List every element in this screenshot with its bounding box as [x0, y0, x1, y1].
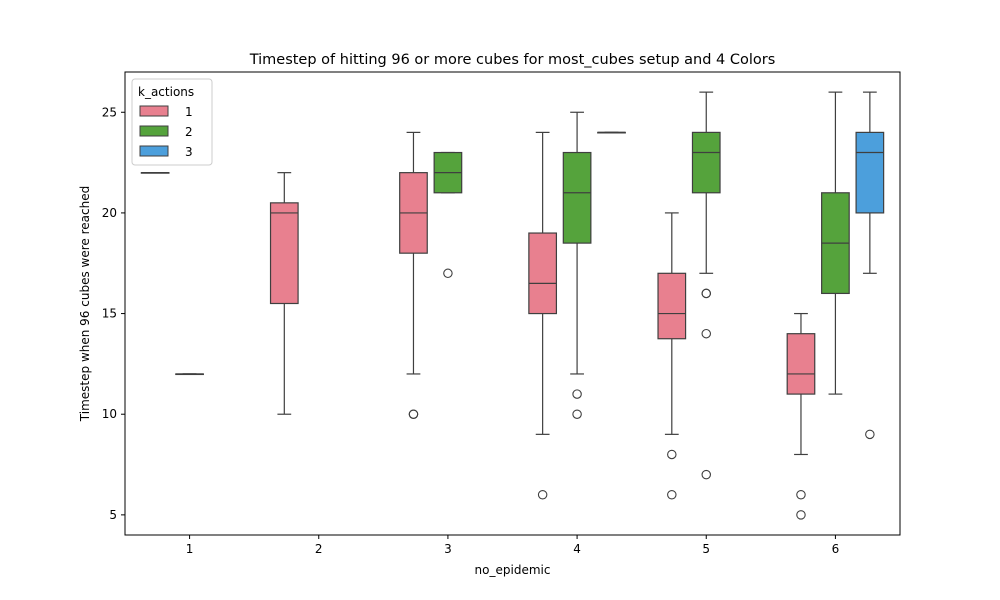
outlier-point — [701, 469, 711, 480]
box-k1-epidemic-5 — [657, 212, 687, 500]
outlier-point — [572, 389, 582, 399]
box-k1-epidemic-2 — [269, 172, 299, 415]
legend-swatch-2 — [139, 125, 169, 137]
outlier-point — [701, 288, 711, 299]
plot-frame — [124, 71, 901, 536]
box-k2-epidemic-3 — [433, 151, 463, 279]
box-body — [657, 272, 687, 340]
box-k1-epidemic-6 — [786, 312, 816, 520]
outlier-point — [865, 429, 875, 440]
x-tick-label: 3 — [444, 542, 452, 556]
box-body — [691, 131, 721, 194]
legend-entry-2: 2 — [185, 125, 193, 139]
box-k2-epidemic-4 — [562, 111, 592, 419]
legend: k_actions 1 2 3 — [131, 78, 213, 166]
box-body — [528, 232, 558, 315]
box-k1-epidemic-3 — [399, 131, 428, 419]
outlier-point — [701, 328, 711, 339]
box-k2-epidemic-6 — [821, 91, 850, 395]
box-k3-epidemic-4 — [597, 131, 626, 134]
chart-title: Timestep of hitting 96 or more cubes for… — [249, 52, 776, 68]
plot-area — [140, 91, 885, 520]
box-body — [562, 151, 592, 244]
legend-swatch-1 — [139, 105, 169, 117]
outlier-point — [408, 409, 419, 419]
x-tick-label: 5 — [702, 542, 710, 556]
box-k2-epidemic-5 — [691, 91, 721, 480]
box-k1-epidemic-1 — [140, 172, 170, 174]
y-tick-label: 5 — [109, 508, 117, 522]
box-k3-epidemic-6 — [855, 91, 885, 440]
box-body — [269, 202, 299, 305]
y-tick-label: 20 — [102, 206, 117, 220]
y-tick-label: 15 — [102, 307, 117, 321]
box-k1-epidemic-4 — [528, 131, 558, 500]
y-tick-label: 10 — [102, 407, 117, 421]
x-tick-label: 4 — [573, 542, 581, 556]
outlier-point — [796, 510, 806, 520]
outlier-point — [443, 268, 453, 279]
outlier-point — [667, 449, 677, 460]
box-body — [855, 131, 885, 214]
y-tick-label: 25 — [102, 105, 117, 119]
outlier-point — [667, 489, 677, 500]
outlier-point — [796, 489, 806, 500]
box-body — [786, 333, 816, 395]
x-axis-label: no_epidemic — [475, 563, 551, 577]
legend-swatch-3 — [139, 145, 169, 157]
legend-entry-1: 1 — [185, 105, 193, 119]
outlier-point — [572, 409, 582, 419]
x-tick-label: 2 — [315, 542, 323, 556]
legend-frame — [131, 78, 213, 166]
y-axis-label: Timestep when 96 cubes were reached — [78, 186, 92, 422]
outlier-point — [537, 489, 548, 500]
legend-entry-3: 3 — [185, 145, 193, 159]
x-tick-label: 1 — [186, 542, 194, 556]
box-k2-epidemic-1 — [175, 373, 204, 376]
legend-title: k_actions — [138, 85, 194, 99]
x-tick-label: 6 — [832, 542, 840, 556]
axes: 5 10 15 20 25 1 2 3 4 5 6 — [102, 105, 840, 556]
